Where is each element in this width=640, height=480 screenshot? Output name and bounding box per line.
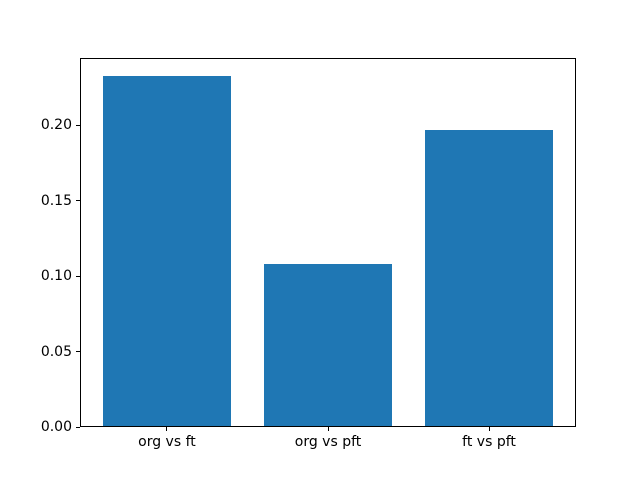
x-tick-mark [166,427,168,432]
y-tick-label: 0.15 [40,192,72,209]
x-tick-label: org vs pft [294,434,362,451]
y-tick-mark [76,124,80,126]
bar-org-vs-pft [263,264,393,427]
y-tick-label: 0.00 [40,419,72,436]
bar-ft-vs-pft [424,130,554,427]
y-tick-mark [76,351,80,353]
y-tick-label: 0.20 [40,117,72,134]
y-tick-mark [76,200,80,202]
x-tick-label: ft vs pft [462,434,516,451]
x-tick-mark [327,427,329,432]
y-tick-mark [76,426,80,428]
x-tick-mark [488,427,490,432]
y-tick-label: 0.10 [40,268,72,285]
x-tick-label: org vs ft [138,434,196,451]
y-tick-mark [76,275,80,277]
y-tick-label: 0.05 [40,343,72,360]
bar-org-vs-ft [102,75,232,427]
